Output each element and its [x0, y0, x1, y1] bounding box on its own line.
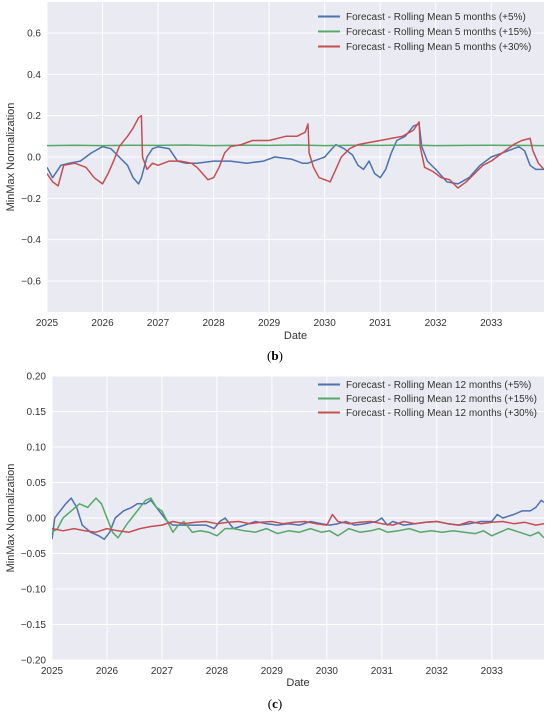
y-tick-label: −0.20 [21, 656, 47, 667]
x-tick-label: 2032 [426, 666, 449, 677]
legend-label: Forecast - Rolling Mean 5 months (+5%) [346, 12, 526, 23]
legend-label: Forecast - Rolling Mean 5 months (+15%) [346, 27, 531, 38]
x-tick-label: 2033 [481, 666, 504, 677]
y-tick-label: 0.15 [27, 407, 47, 418]
y-axis-label: MinMax Normalization [5, 103, 17, 212]
x-tick-label: 2025 [41, 666, 64, 677]
y-tick-label: 0.2 [27, 111, 41, 122]
x-tick-label: 2030 [314, 318, 337, 329]
x-tick-label: 2031 [369, 318, 392, 329]
panel-letter: b [271, 348, 278, 363]
x-tick-label: 2026 [91, 318, 114, 329]
legend-label: Forecast - Rolling Mean 12 months (+30%) [346, 408, 537, 419]
y-tick-label: −0.4 [21, 235, 41, 246]
x-tick-label: 2029 [261, 666, 284, 677]
x-tick-label: 2028 [206, 666, 229, 677]
y-axis-label: MinMax Normalization [5, 464, 17, 573]
y-tick-label: −0.05 [21, 549, 47, 560]
y-tick-label: 0.4 [27, 70, 41, 81]
x-tick-label: 2027 [147, 318, 170, 329]
legend-label: Forecast - Rolling Mean 12 months (+15%) [346, 394, 537, 405]
series-line-2 [52, 497, 544, 539]
series-line-1 [47, 123, 544, 185]
series-line-2 [47, 144, 544, 147]
legend-label: Forecast - Rolling Mean 5 months (+30%) [346, 42, 531, 53]
x-tick-label: 2030 [316, 666, 339, 677]
x-axis-label: Date [286, 677, 309, 689]
x-tick-label: 2025 [36, 318, 59, 329]
chart-b: 0.6 0.4 0.2 0.0 −0.2 −0.4 −0.6 2025 2026 2027 2028… [5, 2, 544, 363]
x-tick-label: 2031 [371, 666, 394, 677]
y-tick-label: −0.6 [21, 277, 41, 288]
chart-c: 0.20 0.15 0.10 0.05 0.00 −0.05 −0.10 −0.15 −0.20… [5, 372, 544, 711]
x-tick-label: 2033 [480, 318, 503, 329]
y-tick-label: 0.05 [27, 478, 47, 489]
y-tick-label: −0.2 [21, 194, 41, 205]
y-tick-label: 0.6 [27, 29, 41, 40]
y-tick-label: −0.15 [21, 620, 47, 631]
x-axis-label: Date [284, 330, 307, 342]
y-tick-label: 0.0 [27, 153, 41, 164]
panel-letter: c [272, 696, 278, 711]
y-tick-label: −0.10 [21, 585, 47, 596]
panel-caption: (b) [267, 348, 283, 363]
x-tick-label: 2029 [258, 318, 281, 329]
x-tick-label: 2026 [96, 666, 119, 677]
x-tick-label: 2028 [202, 318, 225, 329]
y-tick-label: 0.00 [27, 514, 47, 525]
series-line-3 [52, 513, 544, 533]
series-line-3 [47, 114, 544, 189]
x-tick-label: 2027 [151, 666, 174, 677]
y-tick-label: 0.20 [27, 372, 47, 383]
x-tick-label: 2032 [425, 318, 448, 329]
panel-caption: (c) [268, 696, 282, 711]
y-tick-label: 0.10 [27, 443, 47, 454]
legend-label: Forecast - Rolling Mean 12 months (+5%) [346, 380, 531, 391]
